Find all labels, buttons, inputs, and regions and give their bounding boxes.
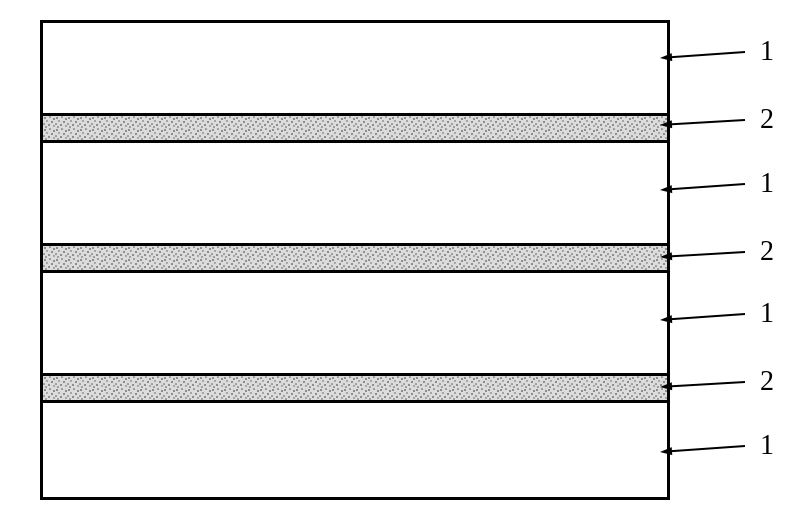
callout-label: 1 — [760, 300, 774, 328]
layer-plain — [43, 403, 667, 497]
callout-label: 1 — [760, 170, 774, 198]
layer-plain — [43, 23, 667, 113]
layer-textured — [43, 113, 667, 143]
callout-label: 1 — [760, 38, 774, 66]
layer-textured — [43, 243, 667, 273]
callout-label: 1 — [760, 432, 774, 460]
callout-label: 2 — [760, 106, 774, 134]
layer-stack-diagram — [40, 20, 670, 500]
layer-textured — [43, 373, 667, 403]
layer-plain — [43, 273, 667, 373]
callout-label: 2 — [760, 238, 774, 266]
figure-container: 1 2 1 2 1 2 1 — [0, 0, 800, 521]
layer-plain — [43, 143, 667, 243]
callout-label: 2 — [760, 368, 774, 396]
